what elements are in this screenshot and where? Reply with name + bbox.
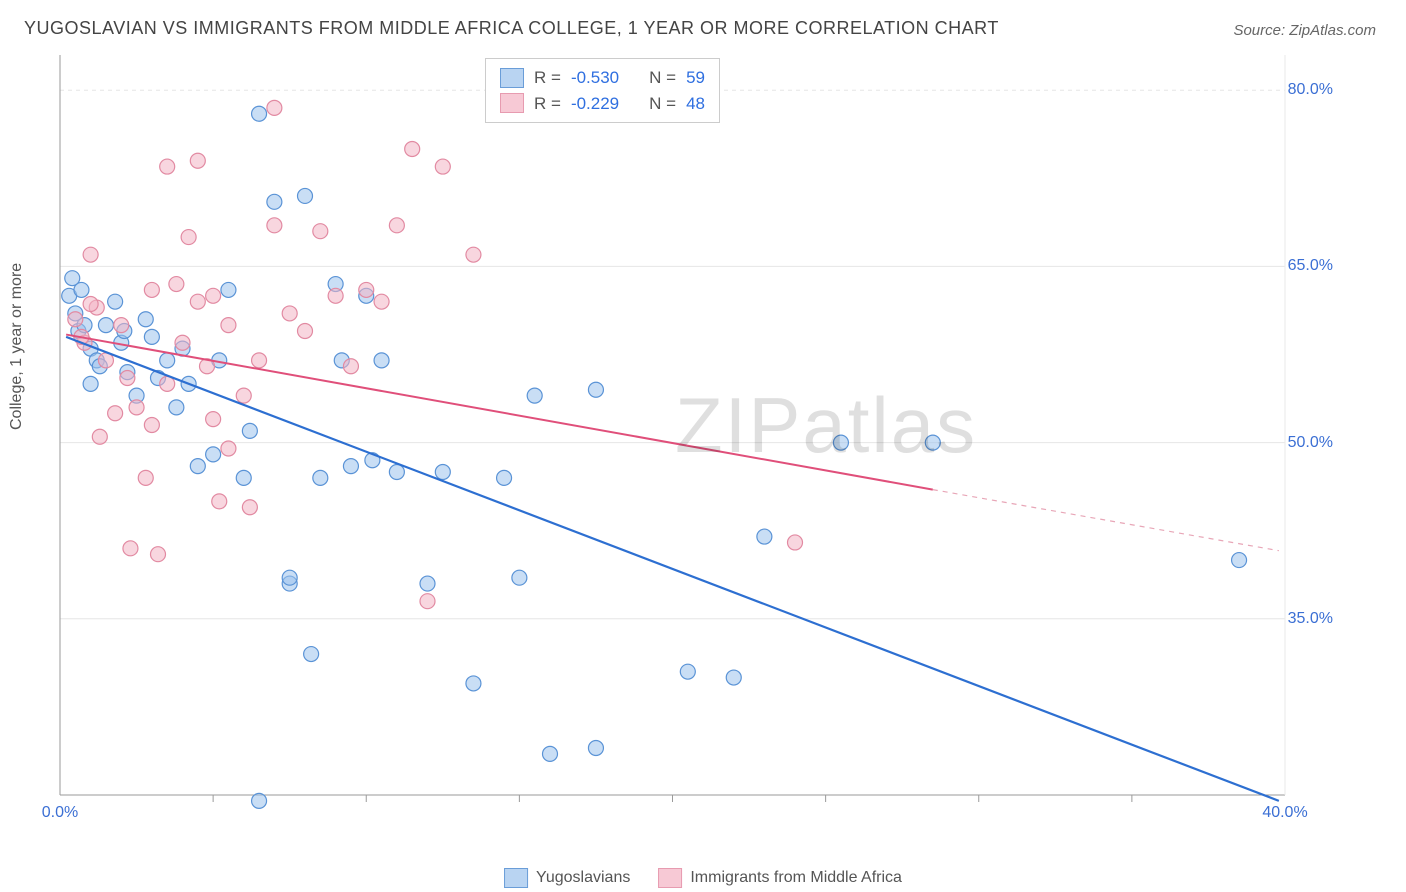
chart-plot-area: ZIPatlas R = -0.530 N = 59 R = -0.229 N … — [55, 50, 1345, 820]
legend-label: Yugoslavians — [536, 869, 630, 887]
y-tick-label: 50.0% — [1288, 434, 1333, 452]
swatch-icon — [504, 868, 528, 888]
r-value: -0.229 — [571, 91, 619, 117]
source-attribution: Source: ZipAtlas.com — [1233, 22, 1376, 39]
stats-row-series-1: R = -0.530 N = 59 — [500, 65, 705, 91]
x-tick-label: 40.0% — [1262, 804, 1307, 822]
legend-item-2: Immigrants from Middle Africa — [658, 868, 902, 888]
r-value: -0.530 — [571, 65, 619, 91]
chart-title: YUGOSLAVIAN VS IMMIGRANTS FROM MIDDLE AF… — [24, 18, 999, 39]
y-tick-label: 65.0% — [1288, 257, 1333, 275]
scatter-chart-svg — [55, 50, 1345, 820]
legend: Yugoslavians Immigrants from Middle Afri… — [504, 868, 902, 888]
y-tick-label: 80.0% — [1288, 81, 1333, 99]
n-value: 59 — [686, 65, 705, 91]
y-tick-label: 35.0% — [1288, 610, 1333, 628]
y-axis-label: College, 1 year or more — [8, 263, 26, 430]
r-label: R = — [534, 65, 561, 91]
correlation-stats-box: R = -0.530 N = 59 R = -0.229 N = 48 — [485, 58, 720, 123]
swatch-icon — [500, 68, 524, 88]
stats-row-series-2: R = -0.229 N = 48 — [500, 91, 705, 117]
r-label: R = — [534, 91, 561, 117]
x-tick-label: 0.0% — [42, 804, 78, 822]
n-label: N = — [649, 91, 676, 117]
n-value: 48 — [686, 91, 705, 117]
legend-label: Immigrants from Middle Africa — [690, 869, 902, 887]
swatch-icon — [500, 93, 524, 113]
swatch-icon — [658, 868, 682, 888]
legend-item-1: Yugoslavians — [504, 868, 630, 888]
n-label: N = — [649, 65, 676, 91]
